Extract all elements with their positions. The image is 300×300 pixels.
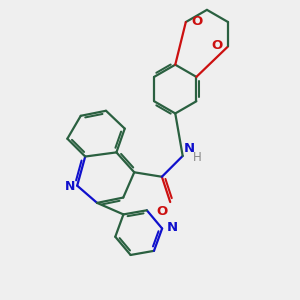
Text: N: N bbox=[167, 221, 178, 234]
Text: O: O bbox=[191, 15, 202, 28]
Text: N: N bbox=[184, 142, 195, 155]
Text: H: H bbox=[193, 151, 202, 164]
Text: O: O bbox=[212, 39, 223, 52]
Text: O: O bbox=[157, 205, 168, 218]
Text: N: N bbox=[65, 180, 76, 193]
